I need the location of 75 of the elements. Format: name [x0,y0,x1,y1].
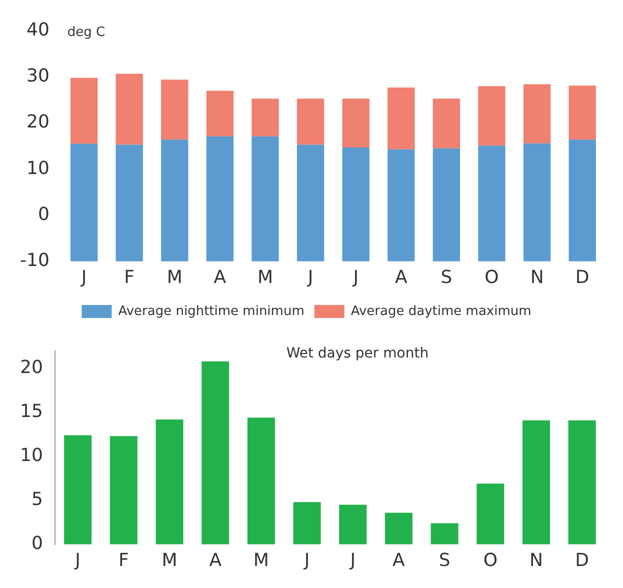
y-tick-label: 20 [26,112,50,133]
x-tick-label: O [483,550,498,571]
bar [70,78,98,144]
x-tick-label: N [530,266,544,288]
y-tick-label: -10 [20,250,50,272]
x-tick-label: D [575,550,590,571]
bar [296,98,324,145]
y-tick-label: 20 [20,357,43,378]
legend-label: Average nighttime minimum [118,304,304,319]
bar [156,419,184,544]
y-tick-label: 40 [26,19,50,40]
bar [64,435,92,544]
x-tick-label: S [438,550,450,571]
x-tick-label: S [440,266,452,288]
bar [476,484,504,544]
x-tick-label: J [306,266,314,288]
x-tick-label: F [124,266,135,288]
x-tick-label: F [118,550,129,571]
x-tick-label: O [484,266,499,288]
legend-label: Average daytime maximum [350,304,532,319]
bar [70,144,98,262]
bar [432,98,460,148]
bar [342,147,370,262]
x-tick-label: N [530,550,543,571]
bar [523,143,551,262]
bar [116,74,143,145]
bar [388,88,415,150]
y-axis-title: deg C [67,25,106,40]
bar [568,86,596,140]
y-tick-label: 10 [26,158,50,179]
bar [388,149,415,262]
bar [161,140,188,262]
bar [296,144,324,262]
bar [384,512,412,544]
bar [252,136,279,262]
bar [430,523,458,544]
y-tick-label: 10 [20,445,43,466]
chart-title: Wet days per month [286,345,429,362]
bar [432,148,460,262]
x-tick-label: M [162,550,178,571]
x-tick-label: M [257,266,274,288]
bar [110,436,138,544]
y-tick-label: 30 [26,66,50,87]
bar [522,420,550,544]
x-tick-label: J [352,266,359,288]
bar [202,361,230,544]
bar [523,84,551,144]
bar [161,80,188,140]
bar [293,502,321,544]
y-tick-label: 5 [31,489,43,510]
y-tick-label: 0 [38,204,50,225]
bar [339,504,367,544]
x-tick-label: A [392,550,406,571]
x-tick-label: J [303,550,310,571]
x-tick-label: A [394,266,408,288]
x-tick-label: A [209,550,222,571]
x-tick-label: J [74,550,80,571]
y-tick-label: 15 [20,401,43,422]
bar [116,144,143,262]
bar [206,90,234,136]
bar [342,98,370,148]
bar [247,418,275,544]
x-tick-label: J [80,266,87,288]
x-tick-label: M [166,266,182,288]
x-tick-label: M [253,550,269,571]
bar [568,420,596,544]
bar [478,146,506,262]
x-tick-label: J [349,550,356,571]
bar [252,98,279,136]
bar [206,136,234,262]
bar [568,140,596,262]
x-tick-label: D [575,266,590,288]
y-tick-label: 0 [31,533,43,554]
bar [478,86,506,146]
x-tick-label: A [214,266,227,288]
